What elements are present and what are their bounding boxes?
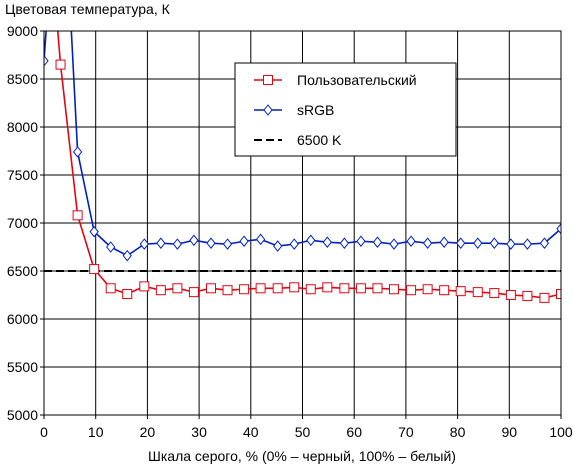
data-point [272,283,283,294]
data-point [455,286,466,297]
data-point [255,233,266,246]
y-tick-label: 7500 [7,167,38,183]
data-point [372,283,383,294]
data-point [155,285,166,296]
x-axis: 0 10 20 30 40 50 60 70 80 90 100 [40,415,573,440]
data-point [406,285,417,296]
data-point [55,59,66,70]
x-tick-label: 60 [346,424,362,440]
legend-label: Пользовательский [297,72,417,88]
data-point [556,289,561,300]
x-tick-label: 40 [243,424,259,440]
data-point [306,234,316,247]
series-1 [44,31,561,262]
data-point [255,283,266,294]
legend-marker [263,104,273,116]
data-point [44,54,49,67]
data-point [89,264,100,275]
data-point [372,236,383,249]
x-axis-label: Шкала серого, % (0% – черный, 100% – бел… [148,448,456,464]
y-tick-label: 6500 [7,263,38,279]
data-point [356,235,366,248]
data-point [439,236,449,249]
data-point [522,238,533,250]
data-point [322,282,333,293]
data-point [72,210,83,221]
data-point [205,283,216,294]
x-tick-label: 0 [40,424,48,440]
data-point [172,238,183,250]
x-tick-label: 90 [502,424,518,440]
y-tick-label: 5000 [7,407,38,423]
data-point [389,284,400,295]
data-point [139,281,150,292]
data-point [122,249,132,262]
data-point [322,236,332,249]
x-tick-label: 80 [450,424,466,440]
data-point [339,283,350,294]
data-point [539,237,550,249]
y-tick-label: 8500 [7,71,38,87]
x-tick-label: 70 [398,424,414,440]
x-tick-label: 20 [140,424,156,440]
data-point [273,240,283,252]
data-point [289,238,299,250]
data-point [456,237,466,249]
data-point [89,225,99,238]
data-point [222,285,233,296]
legend-label: sRGB [297,102,334,118]
data-point [539,292,550,303]
data-point [505,290,516,300]
data-point [489,288,500,299]
legend-marker [263,75,273,85]
x-tick-label: 50 [295,424,311,440]
data-point [239,235,249,248]
y-tick-label: 5500 [7,359,38,375]
data-point [355,283,366,294]
series-layer [44,31,561,303]
data-point [289,282,300,293]
data-point [556,222,561,235]
plot-border [43,30,562,416]
data-point [206,237,216,249]
y-axis: 5000 5500 6000 6500 7000 7500 8000 8500 9000 [7,23,44,423]
y-tick-label: 7000 [7,215,38,231]
data-point [422,237,433,249]
data-point [439,285,450,296]
y-tick-label: 6000 [7,311,38,327]
data-point [222,238,233,250]
data-point [489,237,499,249]
data-point [139,238,149,250]
data-point [339,237,350,249]
data-point [472,287,483,298]
data-point [406,235,416,248]
legend-label: 6500 K [297,132,342,148]
data-point [189,234,199,247]
y-tick-label: 9000 [7,23,38,39]
data-point [156,237,166,249]
data-point [239,284,250,295]
data-point [106,241,116,253]
data-point [188,287,199,298]
chart-title: Цветовая температура, К [5,1,171,17]
data-point [72,146,83,158]
data-point [506,238,516,250]
data-point [122,289,133,300]
data-point [305,284,316,295]
data-point [389,238,399,250]
y-tick-label: 8000 [7,119,38,135]
data-point [105,283,116,294]
x-tick-label: 10 [88,424,104,440]
series-0 [55,31,561,303]
legend: Пользовательский sRGB 6500 K [234,62,457,157]
x-tick-label: 100 [549,424,573,440]
data-point [473,237,483,249]
data-point [522,290,533,301]
data-point [172,283,183,294]
x-tick-label: 30 [191,424,207,440]
data-point [422,284,433,295]
